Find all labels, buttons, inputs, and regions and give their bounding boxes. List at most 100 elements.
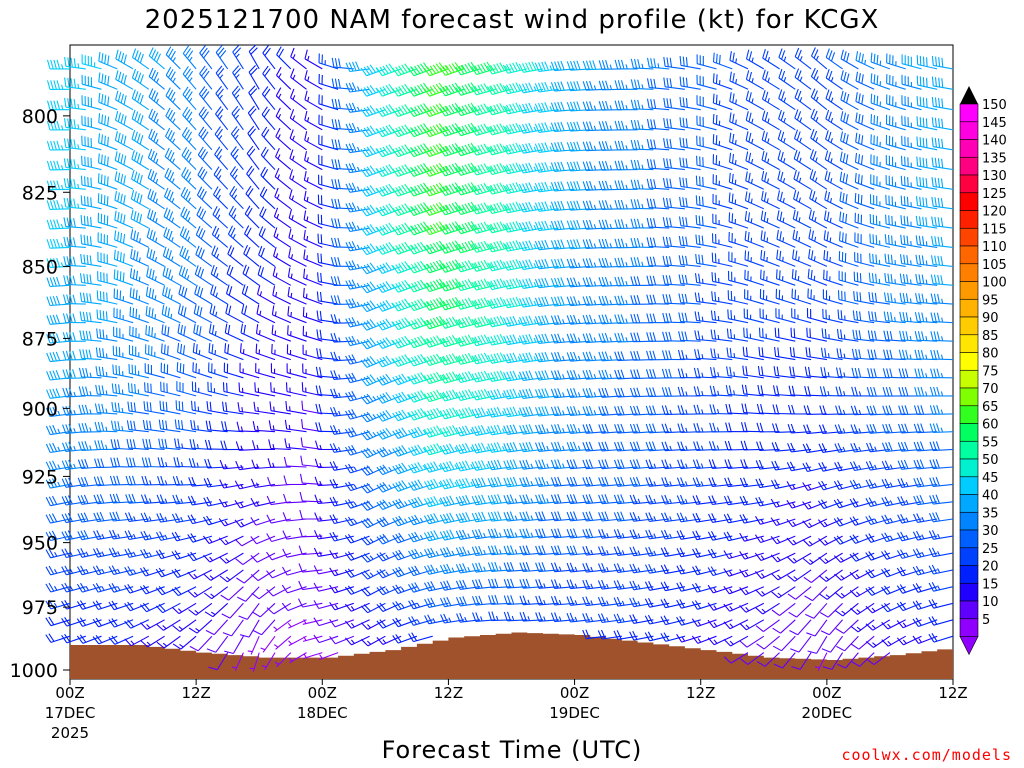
wind-barb [63, 118, 86, 131]
wind-barb [63, 138, 86, 151]
terrain-area [70, 632, 953, 679]
x-tick-label: 12Z [686, 684, 715, 702]
wind-barb [330, 257, 354, 267]
wind-barb [250, 569, 276, 582]
wind-barb [61, 530, 86, 541]
wind-barb [290, 47, 307, 70]
wind-barb [271, 305, 292, 324]
wind-barb [302, 363, 323, 379]
wind-barb [77, 529, 102, 541]
wind-barb [144, 344, 165, 361]
wind-barb [246, 145, 260, 170]
wind-barb [287, 286, 307, 305]
wind-barb [46, 200, 71, 210]
wind-barb [140, 530, 165, 541]
wind-barb [124, 635, 150, 647]
wind-barb [148, 108, 165, 131]
wind-barb [81, 155, 102, 171]
wind-barb [113, 269, 134, 286]
wind-barb [360, 635, 386, 647]
wind-barb [250, 478, 276, 489]
wind-barb [224, 343, 244, 361]
wind-barb [225, 303, 244, 324]
wind-barb [96, 309, 118, 324]
wind-barb [45, 495, 71, 507]
wind-barb [313, 600, 339, 610]
wind-barb [156, 494, 181, 505]
wind-barb [288, 189, 307, 210]
wind-barb [232, 65, 244, 90]
x-tick-date: 17DEC [45, 704, 96, 722]
wind-barb [303, 230, 323, 248]
wind-barb [424, 564, 449, 575]
colorbar-bottom-arrow [959, 636, 979, 656]
wind-barb [114, 151, 134, 171]
wind-barb [144, 363, 165, 379]
wind-barb [172, 494, 197, 505]
colorbar-swatch [959, 245, 979, 265]
wind-barb [129, 268, 150, 286]
wind-barb [45, 424, 71, 436]
colorbar-swatch [959, 121, 979, 140]
wind-barb [303, 652, 323, 660]
wind-barb [266, 569, 292, 579]
wind-barb [330, 237, 354, 248]
wind-barb [115, 90, 134, 111]
wind-barb [171, 568, 197, 579]
wind-barb [407, 162, 433, 177]
wind-barb [96, 290, 118, 305]
wind-barb [298, 580, 323, 591]
wind-barb [270, 363, 291, 379]
wind-barb [258, 226, 276, 248]
wind-barb [298, 563, 323, 573]
wind-barb [330, 332, 354, 343]
wind-barb [140, 619, 165, 630]
wind-barb [187, 569, 213, 580]
wind-barb [423, 389, 449, 403]
wind-barb [145, 286, 165, 305]
wind-barb [235, 460, 260, 471]
wind-barb [238, 602, 260, 620]
wind-barb [204, 458, 228, 469]
wind-barb [259, 206, 276, 229]
wind-barb [331, 118, 354, 131]
wind-barb [282, 566, 307, 576]
y-tick-label: 800 [22, 106, 58, 128]
wind-barb [182, 86, 197, 111]
wind-barb [318, 53, 339, 70]
wind-barb [215, 44, 229, 70]
wind-barb [194, 265, 213, 286]
wind-barb [287, 306, 307, 324]
wind-barb [439, 278, 465, 292]
wind-barb [45, 548, 71, 559]
colorbar-label: 60 [982, 418, 999, 433]
wind-barb [360, 569, 386, 580]
wind-barb [77, 548, 102, 558]
wind-barb [208, 343, 228, 361]
wind-barb [192, 362, 213, 379]
wind-barb [94, 440, 118, 450]
wind-barb [62, 387, 86, 398]
wind-barb [145, 305, 165, 324]
colorbar-label: 150 [982, 98, 1007, 113]
wind-barb [248, 44, 260, 70]
wind-barb [61, 459, 86, 470]
colorbar-swatch [959, 192, 979, 211]
x-tick-label: 00Z [560, 684, 589, 702]
colorbar-swatch [959, 103, 979, 123]
wind-barb [45, 599, 71, 610]
wind-barb [124, 512, 149, 522]
wind-barb [111, 402, 134, 415]
wind-barb [46, 219, 71, 230]
wind-barb [299, 473, 323, 485]
wind-barb [146, 267, 165, 286]
wind-barb [247, 635, 260, 655]
wind-barb [147, 168, 165, 190]
wind-barb [283, 475, 307, 486]
colorbar-swatch [959, 157, 979, 176]
wind-barb [288, 248, 307, 267]
wind-barb [261, 86, 276, 111]
wind-barb [276, 66, 292, 90]
wind-barb [203, 569, 228, 581]
wind-barb [424, 547, 449, 559]
